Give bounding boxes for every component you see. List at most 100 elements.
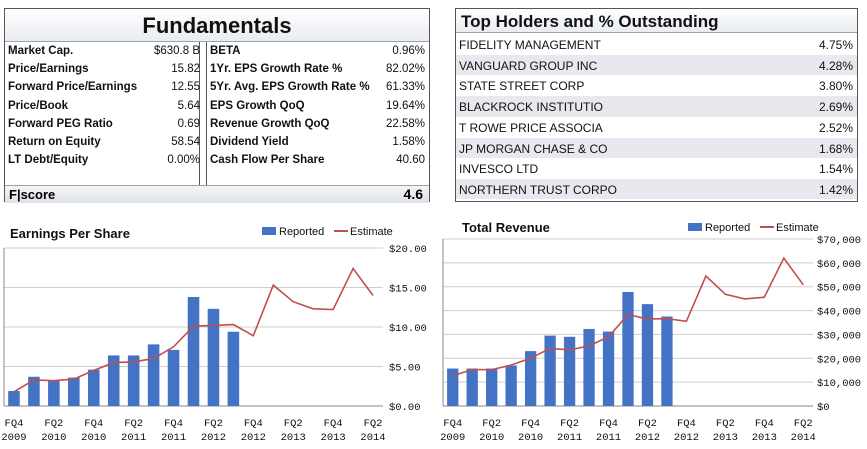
x-tick-label: FQ4: [677, 418, 696, 430]
reported-bar: [505, 365, 517, 406]
legend-estimate-label: Estimate: [776, 222, 819, 234]
reported-bar: [48, 379, 60, 406]
metric-value: 19.64%: [385, 99, 425, 112]
x-tick-label: FQ4: [755, 418, 774, 430]
fundamentals-row: Forward Price/Earnings 12.55 5Yr. Avg. EPS…: [5, 79, 429, 97]
metric-value: $630.8 B: [153, 45, 200, 57]
reported-bar: [447, 368, 459, 406]
x-tick-label: 2010: [41, 432, 66, 444]
y-tick-label: $0.00: [389, 402, 421, 414]
reported-bar: [641, 304, 654, 406]
x-tick-label: 2012: [201, 432, 226, 444]
metric-label: Forward Price/Earnings: [8, 81, 138, 94]
holder-row: INVESCO LTD 1.54%: [456, 158, 857, 179]
y-tick-label: $70,000: [817, 235, 861, 247]
estimate-line: [13, 266, 374, 393]
legend-reported-label: Reported: [279, 226, 324, 238]
metric-value: 0.69: [177, 117, 200, 130]
x-tick-label: FQ4: [164, 418, 183, 430]
estimate-line: [452, 256, 804, 377]
x-tick-label: 2012: [241, 432, 266, 444]
x-tick-label: FQ2: [638, 418, 657, 430]
x-tick-label: 2011: [121, 432, 146, 444]
holder-name: NORTHERN TRUST CORPO: [459, 182, 618, 197]
x-tick-label: 2012: [674, 432, 699, 444]
holder-row: BLACKROCK INSTITUTIO 2.69%: [456, 96, 857, 117]
x-tick-label: FQ2: [124, 418, 143, 430]
metric-label: LT Debt/Equity: [8, 154, 89, 167]
fundamentals-row: LT Debt/Equity 0.00% Cash Flow Per Share 40…: [5, 152, 429, 170]
holder-row: FIDELITY MANAGEMENT 4.75%: [456, 34, 857, 55]
y-tick-label: $10.00: [389, 323, 427, 335]
metric-value: 1.58%: [392, 136, 425, 148]
holder-row: STATE STREET CORP 3.80%: [456, 75, 857, 96]
x-tick-label: FQ2: [794, 418, 813, 430]
x-tick-label: 2010: [81, 432, 106, 444]
holders-panel: Top Holders and % Outstanding FIDELITY M…: [455, 8, 858, 202]
reported-bar: [28, 376, 40, 406]
x-tick-label: 2009: [1, 432, 26, 444]
y-tick-label: $5.00: [389, 363, 421, 375]
fundamentals-row: Forward PEG Ratio 0.69 Revenue Growth QoQ 2…: [5, 116, 429, 134]
holder-percent: 3.80%: [818, 79, 853, 94]
metric-value: 5.64: [177, 99, 200, 112]
metric-value: 12.55: [171, 81, 200, 94]
reported-bar: [524, 351, 537, 406]
x-tick-label: 2010: [479, 432, 504, 444]
x-tick-label: FQ2: [364, 418, 383, 430]
reported-bar: [544, 335, 556, 406]
metric-label: 1Yr. EPS Growth Rate %: [210, 63, 343, 76]
metric-label: Price/Earnings: [8, 63, 89, 76]
holder-name: BLACKROCK INSTITUTIO: [459, 100, 604, 115]
metric-value: 82.02%: [385, 63, 425, 76]
x-tick-label: FQ2: [204, 418, 223, 430]
metric-value: 61.33%: [385, 81, 425, 94]
metric-label: Market Cap.: [8, 45, 74, 57]
holder-name: FIDELITY MANAGEMENT: [459, 38, 601, 52]
fundamentals-divider: [199, 42, 207, 192]
reported-bar: [87, 369, 100, 406]
reported-bar: [107, 355, 120, 406]
x-tick-label: 2011: [596, 432, 621, 444]
legend-reported-swatch: [688, 223, 702, 231]
holder-percent: 1.54%: [818, 162, 853, 177]
reported-bar: [583, 328, 595, 406]
y-tick-label: $0: [817, 402, 830, 414]
metric-value: 40.60: [396, 154, 425, 167]
reported-bar: [602, 331, 615, 406]
metric-label: Dividend Yield: [210, 136, 289, 148]
legend-reported-swatch: [262, 227, 276, 235]
x-tick-label: FQ4: [84, 418, 103, 430]
reported-bar: [563, 336, 576, 406]
holder-row: JP MORGAN CHASE & CO 1.68%: [456, 137, 857, 159]
fundamentals-row: Return on Equity 58.54 Dividend Yield 1.58%: [5, 134, 429, 152]
metric-value: 0.96%: [392, 45, 425, 57]
reported-bar: [187, 296, 200, 406]
holder-percent: 4.28%: [818, 58, 853, 73]
holder-row: VANGUARD GROUP INC 4.28%: [456, 54, 857, 76]
holder-percent: 1.68%: [818, 141, 853, 156]
reported-bar: [207, 308, 220, 406]
y-tick-label: $30,000: [817, 330, 861, 342]
legend-reported-label: Reported: [705, 222, 750, 234]
y-tick-label: $20,000: [817, 354, 861, 366]
x-tick-label: FQ2: [560, 418, 579, 430]
reported-bar: [486, 368, 498, 406]
metric-label: Forward PEG Ratio: [8, 117, 113, 130]
x-tick-label: FQ2: [284, 418, 303, 430]
fundamentals-title: Fundamentals: [5, 9, 429, 42]
y-tick-label: $40,000: [817, 307, 861, 319]
fundamentals-row: Market Cap. $630.8 B BETA 0.96%: [5, 43, 429, 61]
metric-label: EPS Growth QoQ: [210, 99, 305, 112]
holder-row: T ROWE PRICE ASSOCIA 2.52%: [456, 117, 857, 138]
eps-chart: $20.00 $15.00 $10.00 $5.00 $0.00 FQ4 2009 FQ2 20…: [1, 226, 427, 444]
reported-bar: [167, 349, 180, 406]
reported-bar: [661, 316, 673, 406]
reported-bar: [622, 291, 634, 406]
x-tick-label: FQ4: [244, 418, 263, 430]
fscore-label: F|score: [9, 187, 56, 202]
legend-estimate-label: Estimate: [350, 226, 393, 238]
holders-title: Top Holders and % Outstanding: [456, 9, 857, 33]
reported-bar: [68, 377, 80, 406]
x-tick-label: 2010: [518, 432, 543, 444]
